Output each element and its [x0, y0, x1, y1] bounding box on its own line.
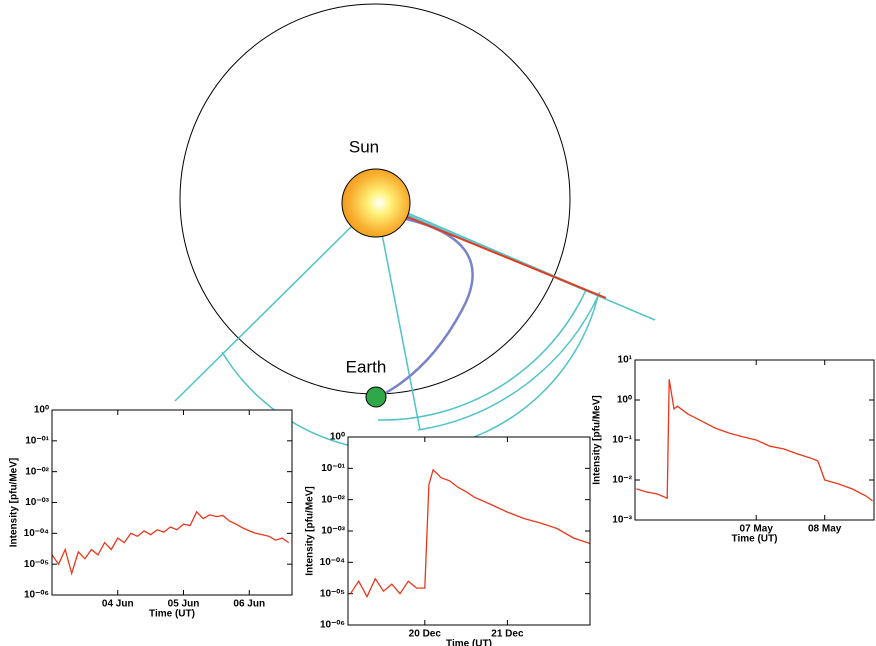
- earth-label: Earth: [346, 357, 387, 376]
- radial-line: [405, 216, 606, 298]
- y-tick-label: 10⁻⁰³: [321, 526, 345, 537]
- y-tick-label: 10⁻⁰¹: [25, 435, 49, 446]
- y-tick-label: 10⁰: [617, 395, 632, 406]
- chart: 10⁰ 10⁻⁰¹ 10⁻⁰² 10⁻⁰³ 10⁻⁰⁴ 10⁻⁰⁵ 10⁻⁰⁶ 04 Jun 0…: [9, 405, 292, 620]
- x-axis-label: Time (UT): [149, 609, 195, 620]
- y-tick-label: 10⁻⁰¹: [321, 463, 345, 474]
- y-axis-label: Intensity [pfu/MeV]: [305, 486, 316, 575]
- y-tick-label: 10⁻⁰⁵: [24, 559, 49, 570]
- y-axis-label: Intensity [pfu/MeV]: [9, 458, 20, 547]
- x-tick-label: 06 Jun: [233, 599, 265, 610]
- y-tick-label: 10⁻⁰²: [321, 494, 345, 505]
- y-tick-label: 10⁻⁰⁴: [320, 557, 345, 568]
- earth: [366, 387, 386, 407]
- x-tick-label: 21 Dec: [491, 629, 524, 640]
- y-tick-label: 10⁻⁰⁶: [24, 590, 49, 601]
- chart: 10⁰ 10⁻⁰¹ 10⁻⁰² 10⁻⁰³ 10⁻⁰⁴ 10⁻⁰⁵ 10⁻⁰⁶ 20 Dec 2…: [305, 432, 590, 646]
- x-tick-label: 08 May: [808, 524, 842, 535]
- y-tick-label: 10⁻¹: [612, 435, 632, 446]
- y-axis-label: Intensity [pfu/MeV]: [592, 395, 603, 484]
- y-tick-label: 10⁻⁰²: [25, 466, 49, 477]
- x-tick-label: 20 Dec: [409, 629, 442, 640]
- y-tick-label: 10⁰: [330, 432, 345, 443]
- plot-area: [52, 410, 292, 595]
- orbit-diagram: Sun Earth: [175, 4, 655, 451]
- y-tick-label: 10⁻⁰⁵: [320, 588, 345, 599]
- y-tick-label: 10⁻⁰³: [25, 497, 49, 508]
- x-axis-label: Time (UT): [446, 639, 492, 646]
- y-tick-label: 10⁻⁰⁶: [320, 620, 345, 631]
- plot-area: [348, 437, 590, 625]
- x-tick-label: 04 Jun: [102, 599, 134, 610]
- y-tick-label: 10⁻²: [612, 475, 632, 486]
- y-tick-label: 10¹: [618, 355, 633, 366]
- field-line: [380, 218, 473, 396]
- y-tick-label: 10⁰: [34, 405, 49, 416]
- arc: [378, 290, 586, 420]
- x-axis-label: Time (UT): [732, 534, 778, 545]
- y-tick-label: 10⁻³: [612, 515, 632, 526]
- figure: Sun Earth 10⁰10⁻⁰¹10⁻⁰²10⁻⁰³10⁻⁰⁴10⁻⁰⁵10…: [0, 0, 876, 646]
- y-tick-label: 10⁻⁰⁴: [24, 528, 49, 539]
- cone-line: [175, 226, 352, 401]
- arc: [418, 292, 600, 430]
- cone-line: [382, 234, 420, 430]
- sun: [342, 169, 410, 237]
- sun-label: Sun: [349, 137, 379, 156]
